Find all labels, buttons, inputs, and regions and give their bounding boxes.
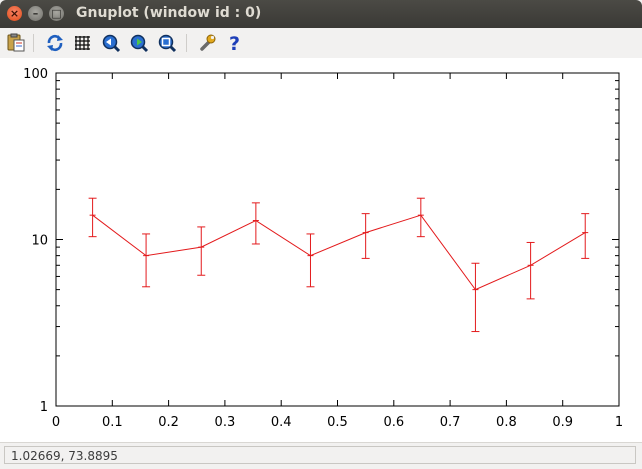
svg-text:?: ? bbox=[229, 33, 240, 54]
grid-icon[interactable] bbox=[72, 32, 94, 54]
maximize-window-button[interactable]: □ bbox=[49, 6, 64, 21]
x-tick-label: 0.3 bbox=[215, 415, 236, 430]
y-tick-label: 10 bbox=[31, 234, 48, 249]
x-tick-label: 1 bbox=[615, 415, 623, 430]
close-window-button[interactable]: × bbox=[7, 6, 22, 21]
clipboard-copy-icon[interactable] bbox=[5, 32, 27, 54]
title-bar[interactable]: × – □ Gnuplot (window id : 0) bbox=[0, 0, 642, 28]
x-tick-label: 0 bbox=[52, 415, 60, 430]
toolbar-separator bbox=[186, 34, 187, 52]
plot-canvas[interactable]: 0 0.1 0.2 0.3 0.4 0.5 0.6 0.7 0.8 0.9 1 1 10 100 bbox=[0, 58, 642, 442]
x-tick-label: 0.5 bbox=[327, 415, 348, 430]
toolbar: ? bbox=[0, 28, 642, 58]
status-field: 1.02669, 73.8895 bbox=[4, 446, 636, 464]
settings-wrench-icon[interactable] bbox=[196, 32, 218, 54]
x-tick-label: 0.4 bbox=[271, 415, 292, 430]
x-tick-label: 0.8 bbox=[496, 415, 517, 430]
zoom-autoscale-icon[interactable] bbox=[156, 32, 178, 54]
zoom-next-icon[interactable] bbox=[128, 32, 150, 54]
x-tick-label: 0.6 bbox=[383, 415, 404, 430]
toolbar-separator bbox=[33, 34, 34, 52]
chart-svg[interactable]: 0 0.1 0.2 0.3 0.4 0.5 0.6 0.7 0.8 0.9 1 1 10 100 bbox=[0, 58, 642, 442]
y-tick-label: 1 bbox=[40, 400, 48, 415]
x-tick-label: 0.1 bbox=[102, 415, 123, 430]
plot-frame bbox=[55, 72, 620, 407]
zoom-previous-icon[interactable] bbox=[100, 32, 122, 54]
status-bar: 1.02669, 73.8895 bbox=[0, 442, 642, 469]
x-tick-label: 0.2 bbox=[158, 415, 179, 430]
y-tick-label: 100 bbox=[23, 67, 48, 82]
replot-icon[interactable] bbox=[44, 32, 66, 54]
mouse-coordinates: 1.02669, 73.8895 bbox=[11, 449, 118, 463]
minimize-window-button[interactable]: – bbox=[28, 6, 43, 21]
window-title: Gnuplot (window id : 0) bbox=[76, 5, 262, 21]
help-icon[interactable]: ? bbox=[224, 32, 246, 55]
x-tick-label: 0.7 bbox=[440, 415, 461, 430]
x-tick-label: 0.9 bbox=[552, 415, 573, 430]
series-line bbox=[92, 214, 586, 291]
